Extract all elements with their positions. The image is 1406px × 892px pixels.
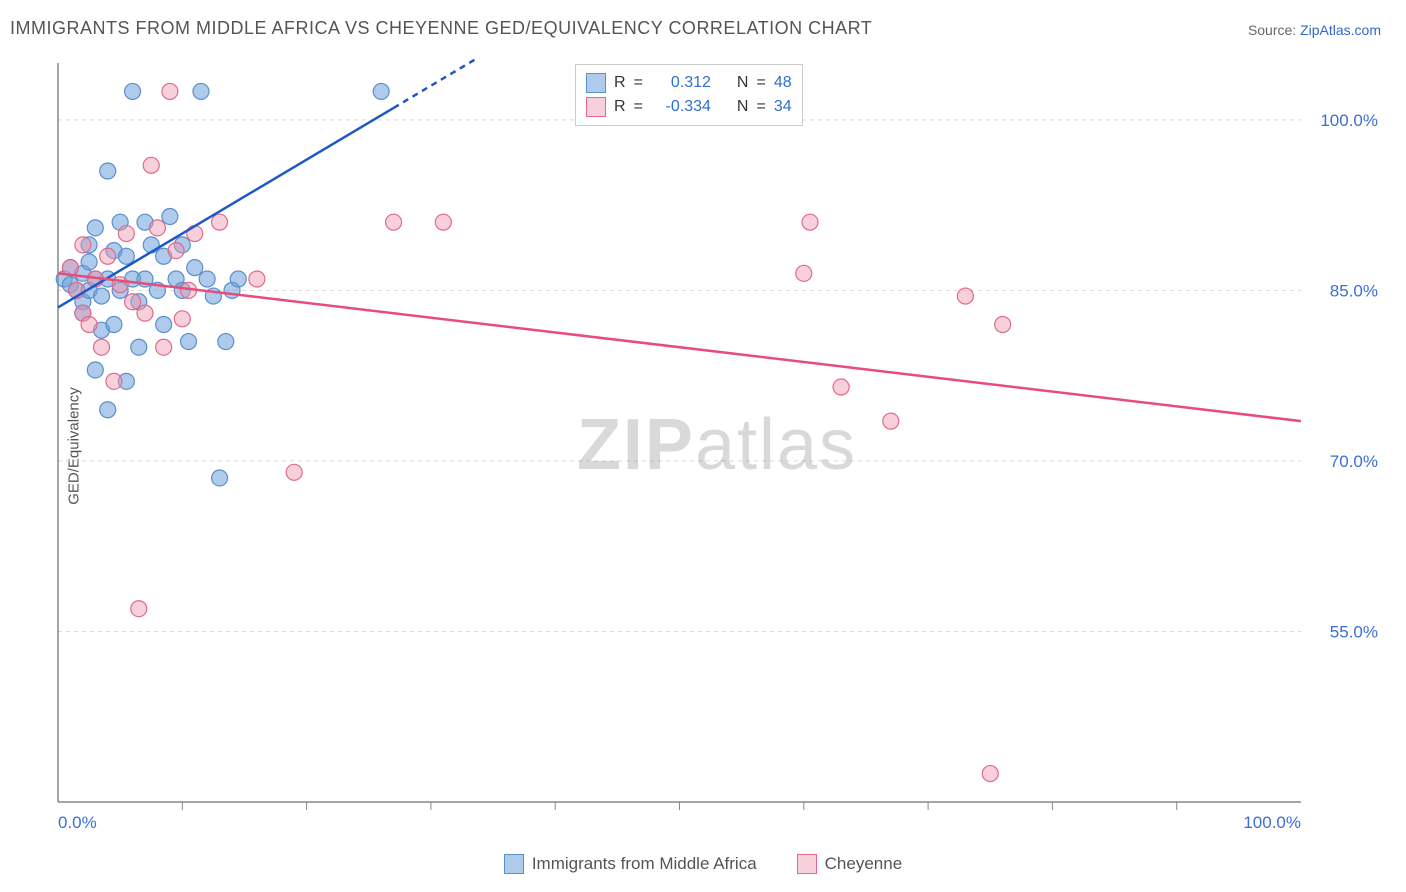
legend-swatch-immigrants xyxy=(586,73,606,93)
chart-svg: 55.0% 70.0% 85.0% 100.0% 0.0% 100.0% xyxy=(48,58,1386,832)
svg-text:100.0%: 100.0% xyxy=(1243,813,1301,832)
equals-sign: = xyxy=(756,98,765,116)
legend-R-label: R xyxy=(614,74,626,92)
legend-swatch-cheyenne xyxy=(586,97,606,117)
legend-item-cheyenne: Cheyenne xyxy=(797,854,903,874)
legend-label-cheyenne: Cheyenne xyxy=(825,854,903,874)
svg-text:55.0%: 55.0% xyxy=(1330,622,1378,641)
legend-row-immigrants: R = 0.312 N = 48 xyxy=(586,71,792,95)
chart-area: 55.0%70.0%85.0%100.0%0.0%100.0% ZIPatlas xyxy=(48,58,1386,832)
legend-R-value-cheyenne: -0.334 xyxy=(651,98,711,116)
legend-N-label: N xyxy=(737,74,749,92)
legend-row-cheyenne: R = -0.334 N = 34 xyxy=(586,95,792,119)
legend-N-value-cheyenne: 34 xyxy=(774,98,792,116)
svg-text:70.0%: 70.0% xyxy=(1330,452,1378,471)
correlation-legend: R = 0.312 N = 48 R = -0.334 N = 34 xyxy=(575,64,803,126)
equals-sign: = xyxy=(634,98,643,116)
equals-sign: = xyxy=(634,74,643,92)
legend-R-value-immigrants: 0.312 xyxy=(651,74,711,92)
legend-R-label: R xyxy=(614,98,626,116)
source-prefix: Source: xyxy=(1248,22,1300,38)
legend-swatch-immigrants xyxy=(504,854,524,874)
source-credit: Source: ZipAtlas.com xyxy=(1248,22,1381,38)
legend-N-label: N xyxy=(737,98,749,116)
series-legend: Immigrants from Middle Africa Cheyenne xyxy=(0,854,1406,874)
svg-text:85.0%: 85.0% xyxy=(1330,281,1378,300)
equals-sign: = xyxy=(756,74,765,92)
legend-label-immigrants: Immigrants from Middle Africa xyxy=(532,854,757,874)
source-link[interactable]: ZipAtlas.com xyxy=(1300,22,1381,38)
svg-text:100.0%: 100.0% xyxy=(1320,111,1378,130)
svg-text:0.0%: 0.0% xyxy=(58,813,97,832)
legend-swatch-cheyenne xyxy=(797,854,817,874)
legend-N-value-immigrants: 48 xyxy=(774,74,792,92)
legend-item-immigrants: Immigrants from Middle Africa xyxy=(504,854,757,874)
chart-title: IMMIGRANTS FROM MIDDLE AFRICA VS CHEYENN… xyxy=(10,18,872,39)
